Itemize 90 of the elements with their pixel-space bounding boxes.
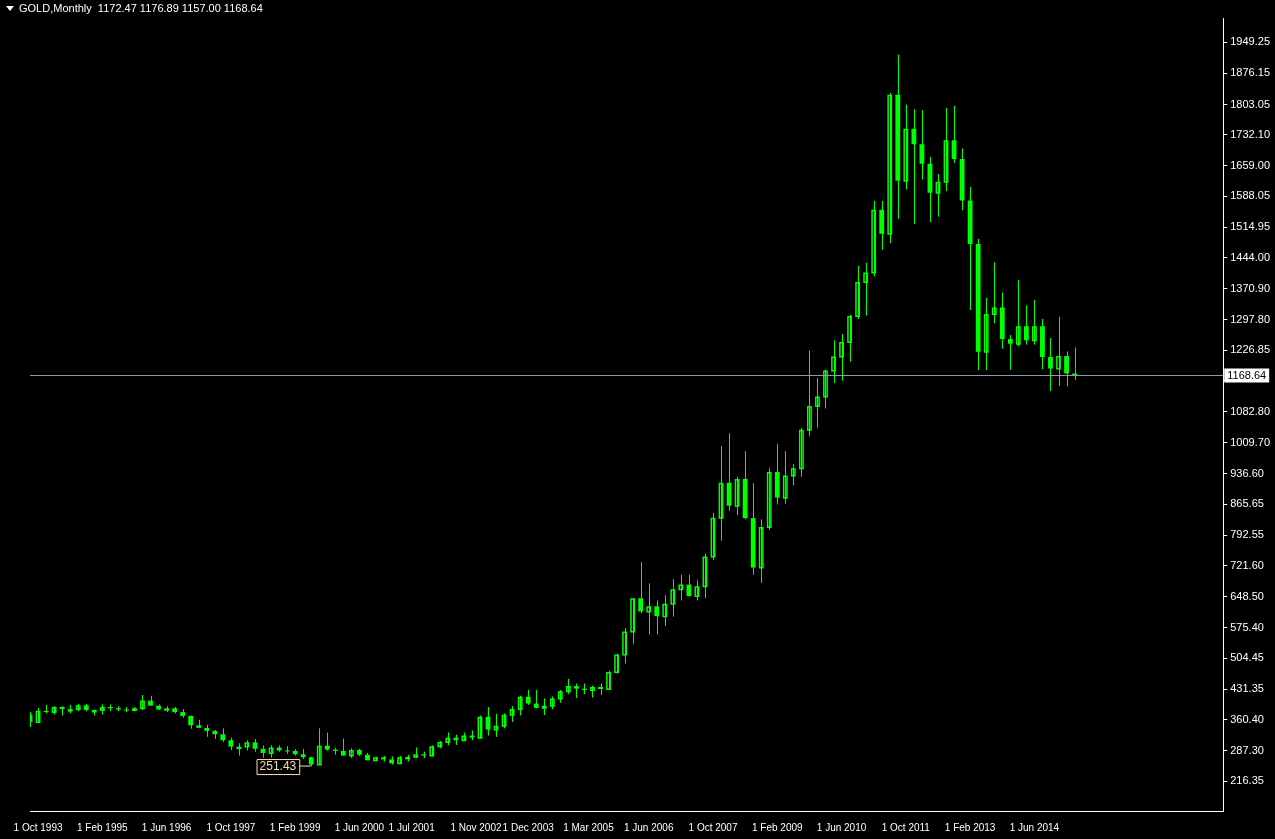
x-tick-label: 1 Jun 2006 bbox=[623, 821, 674, 833]
x-tick-label: 1 Mar 2005 bbox=[563, 821, 615, 833]
candlestick bbox=[630, 597, 636, 645]
x-tick-label: 1 Nov 2002 bbox=[450, 821, 502, 833]
x-tick-label: 1 Jul 2001 bbox=[388, 821, 436, 833]
candlestick bbox=[855, 265, 861, 320]
y-tick-label: 287.30 bbox=[1230, 743, 1264, 756]
x-tick-label: 1 Jun 2000 bbox=[334, 821, 385, 833]
y-tick-label: 1009.70 bbox=[1230, 435, 1270, 448]
candlestick bbox=[766, 467, 772, 531]
candlestick bbox=[654, 599, 660, 635]
y-tick-label: 216.35 bbox=[1230, 774, 1264, 787]
candlestick bbox=[815, 377, 820, 429]
x-tick-label: 1 Oct 1993 bbox=[13, 821, 63, 833]
y-tick-label: 648.50 bbox=[1230, 589, 1264, 602]
y-tick-label: 1803.05 bbox=[1230, 97, 1270, 110]
candlestick bbox=[911, 108, 917, 225]
candlestick bbox=[710, 512, 716, 561]
candlestick bbox=[670, 578, 676, 618]
x-tick-label: 1 Jun 1996 bbox=[141, 821, 192, 833]
y-tick-label: 1082.80 bbox=[1230, 404, 1270, 417]
y-tick-label: 575.40 bbox=[1230, 620, 1264, 633]
candlestick bbox=[702, 552, 708, 599]
y-tick-label: 1588.05 bbox=[1230, 189, 1270, 202]
y-tick-label: 1876.15 bbox=[1230, 66, 1270, 79]
y-tick-label: 504.45 bbox=[1230, 651, 1264, 664]
x-tick-label: 1 Jun 2014 bbox=[1009, 821, 1060, 833]
y-tick-label: 1226.85 bbox=[1230, 343, 1270, 356]
candlestick bbox=[991, 261, 997, 324]
y-tick-label: 1949.25 bbox=[1230, 35, 1270, 48]
y-tick-label: 1514.95 bbox=[1230, 220, 1270, 233]
candlestick bbox=[1048, 337, 1053, 392]
candlestick bbox=[477, 715, 483, 739]
candlestick bbox=[622, 627, 628, 664]
candlestick bbox=[943, 107, 949, 192]
candlestick bbox=[1023, 304, 1029, 346]
y-tick-label: 431.35 bbox=[1230, 682, 1264, 695]
y-tick-label: 1659.00 bbox=[1230, 158, 1270, 171]
x-tick-label: 1 Dec 2003 bbox=[502, 821, 555, 833]
x-tick-label: 1 Feb 1999 bbox=[269, 821, 321, 833]
x-tick-label: 1 Feb 1995 bbox=[77, 821, 129, 833]
y-tick-label: 360.40 bbox=[1230, 712, 1264, 725]
candlestick bbox=[646, 582, 652, 635]
candlestick bbox=[1032, 299, 1037, 346]
ref-line-label: 1168.64 bbox=[1227, 368, 1267, 381]
y-tick-label: 865.65 bbox=[1230, 497, 1264, 510]
candlestick bbox=[1056, 316, 1061, 387]
y-tick-label: 721.60 bbox=[1230, 558, 1264, 571]
x-tick-label: 1 Oct 2011 bbox=[881, 821, 931, 833]
y-tick-label: 1297.80 bbox=[1230, 312, 1270, 325]
candlestick bbox=[1007, 334, 1013, 371]
x-tick-label: 1 Feb 2013 bbox=[944, 821, 996, 833]
candlestick bbox=[847, 314, 853, 363]
candlestick bbox=[734, 476, 740, 516]
candlestick bbox=[935, 173, 941, 218]
candlestick bbox=[798, 427, 804, 478]
chart-title: GOLD,Monthly 1172.47 1176.89 1157.00 1168.64 bbox=[19, 2, 263, 14]
y-tick-label: 1444.00 bbox=[1230, 250, 1270, 263]
candlestick bbox=[1064, 350, 1069, 387]
x-tick-label: 1 Feb 2009 bbox=[751, 821, 804, 833]
candlestick bbox=[879, 200, 885, 251]
candlestick bbox=[1015, 279, 1021, 347]
candlestick bbox=[887, 92, 893, 244]
candlestick bbox=[758, 518, 764, 584]
x-tick-label: 1 Oct 1997 bbox=[206, 821, 256, 833]
x-tick-label: 1 Jun 2010 bbox=[816, 821, 867, 833]
y-tick-label: 1732.10 bbox=[1230, 127, 1270, 140]
candlestick bbox=[839, 333, 844, 382]
y-tick-label: 792.55 bbox=[1230, 528, 1264, 541]
candlestick bbox=[718, 445, 724, 542]
candlestick bbox=[782, 450, 788, 505]
x-tick-label: 1 Oct 2007 bbox=[688, 821, 738, 833]
candlestick bbox=[638, 561, 644, 614]
candlestick bbox=[517, 695, 523, 716]
candlestick bbox=[983, 297, 989, 371]
y-tick-label: 1370.90 bbox=[1230, 281, 1270, 294]
candlestick bbox=[871, 200, 877, 277]
y-tick-label: 936.60 bbox=[1230, 466, 1264, 479]
candlestick bbox=[662, 594, 668, 627]
candlestick bbox=[863, 262, 869, 317]
candlestick bbox=[831, 339, 836, 384]
annotation: 251.43 bbox=[259, 759, 297, 774]
candlestick bbox=[606, 670, 611, 691]
candlestick bbox=[614, 653, 619, 675]
candlestick bbox=[316, 727, 322, 766]
candlestick bbox=[807, 350, 812, 437]
candlestick bbox=[823, 369, 828, 410]
candlestick bbox=[790, 463, 796, 486]
candlestick bbox=[903, 104, 909, 190]
candlestick bbox=[694, 579, 700, 601]
